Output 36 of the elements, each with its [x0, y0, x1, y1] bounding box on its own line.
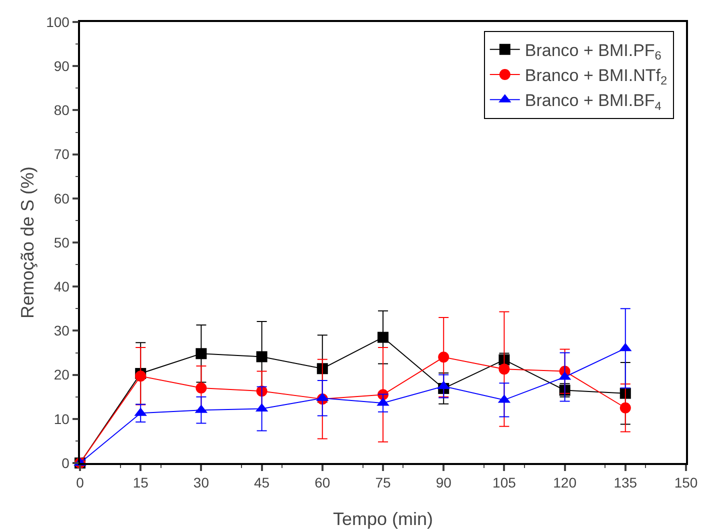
y-tick-label: 20 — [54, 366, 70, 383]
y-tick-label: 70 — [54, 146, 70, 162]
point — [438, 352, 450, 363]
point — [620, 402, 631, 414]
x-axis-title: Tempo (min) — [332, 509, 434, 529]
point — [378, 332, 388, 343]
x-tick-label: 120 — [553, 474, 577, 491]
y-axis-title: Remoção de S (%) — [18, 166, 38, 319]
x-tick-label: 150 — [674, 474, 698, 491]
y-tick-label: 80 — [54, 102, 70, 118]
point — [135, 370, 146, 382]
y-tick-label: 50 — [54, 234, 70, 250]
x-tick-label: 75 — [375, 474, 391, 491]
point — [256, 351, 268, 362]
y-tick-label: 10 — [54, 410, 70, 427]
x-tick-label: 0 — [76, 474, 84, 491]
x-tick-label: 90 — [436, 474, 452, 491]
legend-label: Branco + BMI.BF$_{4}$ — [524, 91, 662, 113]
y-tick-label: 90 — [54, 58, 70, 74]
x-tick-label: 45 — [254, 474, 270, 491]
x-tick-label: 135 — [614, 474, 638, 491]
x-tick-label: 30 — [193, 474, 210, 491]
legend-label: Branco + BMI.NTf$_{2}$ — [524, 66, 668, 88]
point — [316, 363, 328, 374]
x-tick-label: 60 — [314, 474, 330, 491]
x-tick-label: 105 — [492, 474, 516, 491]
x-tick-label: 15 — [132, 474, 149, 491]
y-tick-label: 100 — [46, 14, 70, 30]
y-tick-label: 60 — [54, 190, 70, 206]
legend-label: Branco + BMI.PF$_{6}$ — [524, 41, 662, 63]
y-tick-label: 40 — [54, 278, 70, 294]
y-tick-label: 0 — [62, 454, 70, 471]
point — [196, 348, 207, 360]
point — [498, 364, 510, 375]
point — [196, 382, 207, 394]
y-tick-label: 30 — [54, 322, 70, 339]
